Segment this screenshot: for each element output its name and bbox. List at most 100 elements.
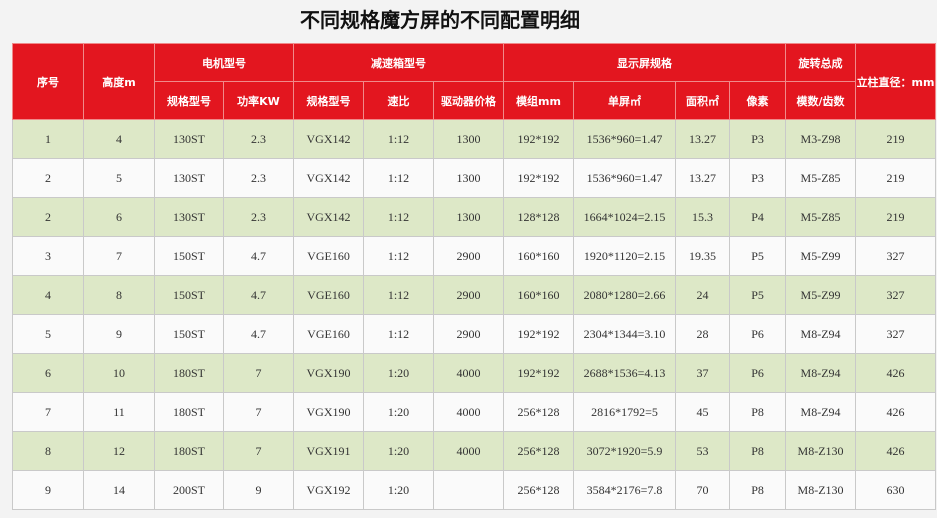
table-row: 4 8 150ST 4.7 VGE160 1:12 2900 160*160 2080*1280… <box>12 275 937 315</box>
table-cell: 192*192 <box>503 158 575 198</box>
table-cell: 1:12 <box>363 119 434 159</box>
table-cell: 4.7 <box>223 236 294 276</box>
table-cell: 2900 <box>432 275 505 315</box>
table-cell: 7 <box>223 392 294 432</box>
table-cell: 150ST <box>154 275 224 315</box>
table-cell: 2.3 <box>223 158 294 198</box>
header-row: 序号 高度m 电机型号 减速箱型号 显示屏规格 旋转总成 立柱直径：mm <box>12 43 937 120</box>
header-cell: 显示屏规格 <box>503 43 787 82</box>
header-cell: 功率KW <box>223 81 294 120</box>
table-cell: VGE160 <box>293 275 364 315</box>
table-cell: 2900 <box>432 314 505 354</box>
table-cell: M8-Z94 <box>785 314 857 354</box>
table-cell: 7 <box>12 392 84 432</box>
table-cell: M5-Z99 <box>785 236 857 276</box>
table-cell: 19.35 <box>675 236 731 276</box>
table-cell: 45 <box>675 392 731 432</box>
table-cell: 4000 <box>432 353 505 393</box>
table-row: 2 5 130ST 2.3 VGX142 1:12 1300 192*192 1536*960=… <box>12 158 937 198</box>
table-cell: VGX190 <box>293 392 364 432</box>
table-row: 3 7 150ST 4.7 VGE160 1:12 2900 160*160 1920*1120… <box>12 236 937 276</box>
table-cell: 1:12 <box>363 236 434 276</box>
table-cell: 2900 <box>432 236 505 276</box>
header-cell: 旋转总成 <box>785 43 857 82</box>
table-cell: 3584*2176=7.8 <box>573 470 677 510</box>
table-cell: P5 <box>729 275 787 315</box>
table-cell: 14 <box>83 470 155 510</box>
table-cell: M8-Z130 <box>785 470 857 510</box>
table-cell: VGX190 <box>293 353 364 393</box>
table-cell: 1:12 <box>363 275 434 315</box>
table-cell: 426 <box>855 353 937 393</box>
table-cell: 7 <box>83 236 155 276</box>
table-cell: 1 <box>12 119 84 159</box>
table-cell: P5 <box>729 236 787 276</box>
table-cell: M3-Z98 <box>785 119 857 159</box>
table-cell: 8 <box>12 431 84 471</box>
table-cell: P6 <box>729 353 787 393</box>
table-cell: VGE160 <box>293 314 364 354</box>
table-cell: 150ST <box>154 236 224 276</box>
header-cell: 像素 <box>729 81 787 120</box>
table-cell: 4.7 <box>223 275 294 315</box>
table-cell: 7 <box>223 431 294 471</box>
table-cell: 219 <box>855 119 937 159</box>
table-cell: 9 <box>12 470 84 510</box>
table-cell: M8-Z130 <box>785 431 857 471</box>
table-cell: P8 <box>729 431 787 471</box>
header-cell: 规格型号 <box>154 81 224 120</box>
table-cell: 11 <box>83 392 155 432</box>
header-cell: 单屏㎡ <box>573 81 677 120</box>
table-cell: 2 <box>12 158 84 198</box>
table-cell: 4 <box>83 119 155 159</box>
header-cell: 驱动器价格 <box>432 81 505 120</box>
table-row: 6 10 180ST 7 VGX190 1:20 4000 192*192 2688*1536=… <box>12 353 937 393</box>
table-cell: P6 <box>729 314 787 354</box>
table-cell: 4000 <box>432 392 505 432</box>
table-cell: 1:12 <box>363 314 434 354</box>
table-cell: 5 <box>12 314 84 354</box>
table-cell: 8 <box>83 275 155 315</box>
table-cell: P3 <box>729 158 787 198</box>
table-cell: 256*128 <box>503 470 575 510</box>
header-cell: 高度m <box>83 43 155 120</box>
table-cell: 180ST <box>154 353 224 393</box>
table-cell: 256*128 <box>503 392 575 432</box>
header-cell: 序号 <box>12 43 84 120</box>
table-cell: 192*192 <box>503 353 575 393</box>
table-cell: VGX142 <box>293 197 364 237</box>
table-cell: 13.27 <box>675 119 731 159</box>
header-cell: 减速箱型号 <box>292 43 505 82</box>
table-cell: 130ST <box>154 197 224 237</box>
table-cell: P3 <box>729 119 787 159</box>
table-cell: 10 <box>83 353 155 393</box>
table-cell: 160*160 <box>503 236 575 276</box>
table-row: 8 12 180ST 7 VGX191 1:20 4000 256*128 3072*1920=… <box>12 431 937 471</box>
table-cell: 53 <box>675 431 731 471</box>
table-cell: 15.3 <box>675 197 731 237</box>
table-cell: 12 <box>83 431 155 471</box>
table-cell: 24 <box>675 275 731 315</box>
header-cell: 面积㎡ <box>675 81 731 120</box>
table-cell: 327 <box>855 314 937 354</box>
table-cell: 200ST <box>154 470 224 510</box>
table-cell: 7 <box>223 353 294 393</box>
table-cell: 9 <box>223 470 294 510</box>
table-cell: 2688*1536=4.13 <box>573 353 677 393</box>
header-cell: 模组mm <box>503 81 575 120</box>
table-cell: 150ST <box>154 314 224 354</box>
table-cell: 2.3 <box>223 119 294 159</box>
table-cell: 630 <box>855 470 937 510</box>
table-cell: VGX142 <box>293 158 364 198</box>
table-cell: 1536*960=1.47 <box>573 119 677 159</box>
table-cell: 1920*1120=2.15 <box>573 236 677 276</box>
table-cell: 426 <box>855 431 937 471</box>
table-row: 2 6 130ST 2.3 VGX142 1:12 1300 128*128 1664*1024… <box>12 197 937 237</box>
table-cell: 4 <box>12 275 84 315</box>
table-cell: 2 <box>12 197 84 237</box>
table-cell: 180ST <box>154 392 224 432</box>
table-cell: 13.27 <box>675 158 731 198</box>
table-cell: P4 <box>729 197 787 237</box>
table-cell: 2304*1344=3.10 <box>573 314 677 354</box>
